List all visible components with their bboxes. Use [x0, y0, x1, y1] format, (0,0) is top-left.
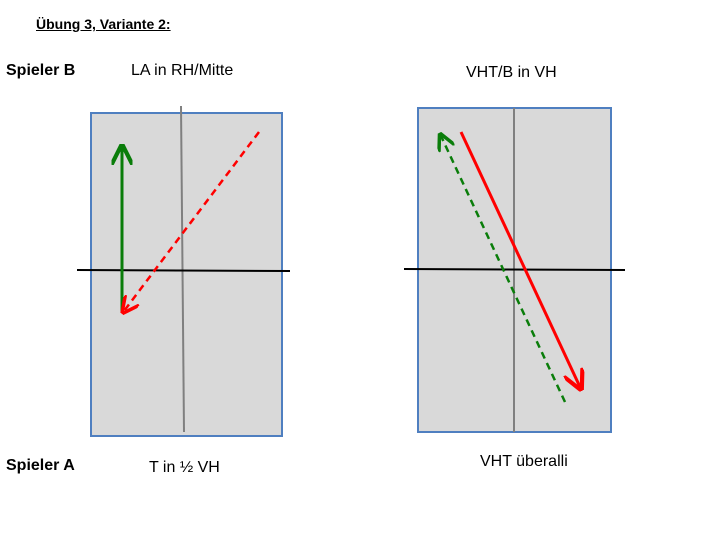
player-a-label: Spieler A	[6, 457, 75, 474]
left-center-line	[180, 105, 185, 433]
right-green-dashed-arrow	[441, 136, 567, 403]
left-top-label: LA in RH/Mitte	[131, 62, 234, 79]
right-net-line	[403, 268, 626, 271]
right-table	[403, 107, 626, 433]
player-b-label: Spieler B	[6, 62, 76, 79]
left-table-surface	[90, 112, 283, 437]
left-net-line	[76, 269, 291, 272]
left-table	[76, 105, 291, 437]
right-top-label: VHT/B in VH	[466, 64, 557, 81]
right-red-arrow	[459, 131, 580, 387]
right-bottom-label: VHT überalli	[480, 453, 568, 470]
left-red-dashed-arrow	[124, 131, 260, 311]
left-bottom-label: T in ½ VH	[149, 459, 220, 476]
exercise-title: Übung 3, Variante 2:	[36, 16, 171, 32]
